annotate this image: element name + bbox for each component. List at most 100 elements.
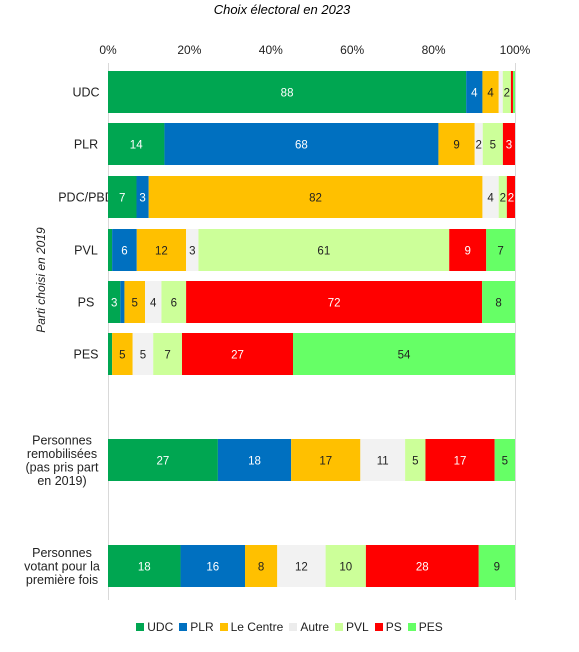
data-label: 88 <box>281 88 294 100</box>
data-label: 9 <box>453 140 459 152</box>
row-label-line: (pas pris part <box>26 460 99 474</box>
legend-item: PLR <box>179 620 214 634</box>
data-label: 6 <box>171 298 177 310</box>
bar-segment <box>498 71 503 113</box>
data-label: 2 <box>500 193 506 205</box>
data-label: 9 <box>465 246 471 258</box>
bar-segment <box>136 176 149 218</box>
data-label: 5 <box>119 350 125 362</box>
bar-segment <box>466 71 483 113</box>
legend-label: UDC <box>147 620 174 634</box>
bar-segment <box>153 333 182 375</box>
bar-segment <box>108 545 181 587</box>
bar-row: PVL 6 12 3 61 9 7 <box>74 229 515 271</box>
bar-segment <box>478 545 515 587</box>
data-label: 9 <box>494 562 500 574</box>
bar-segment <box>112 229 137 271</box>
bar-row: PS 3 5 4 6 72 8 <box>78 281 515 323</box>
data-label: 5 <box>132 298 138 310</box>
data-label: 8 <box>495 298 501 310</box>
data-label: 7 <box>119 193 125 205</box>
legend-label: Autre <box>300 620 329 634</box>
row-label-line: PS <box>78 296 95 310</box>
bar-row: PLR 14 68 9 2 5 3 <box>74 123 515 165</box>
bar-segment <box>245 545 278 587</box>
x-tick-label: 100% <box>500 43 531 57</box>
bar-segment <box>482 281 515 323</box>
data-label: 61 <box>317 246 330 258</box>
row-label-line: Personnes <box>32 546 92 560</box>
data-label: 72 <box>328 298 341 310</box>
bar-segment <box>108 439 218 481</box>
bar-segment <box>494 439 515 481</box>
bar-segment <box>512 71 515 113</box>
data-label: 17 <box>319 456 332 468</box>
row-label-line: remobilisées <box>27 447 97 461</box>
data-label: 12 <box>155 246 168 258</box>
legend-label: Le Centre <box>230 620 284 634</box>
data-label: 7 <box>164 350 170 362</box>
data-label: 17 <box>454 456 467 468</box>
bar-segment <box>161 281 187 323</box>
legend-item: Autre <box>289 620 329 634</box>
data-label: 18 <box>138 562 151 574</box>
data-label: 68 <box>295 140 308 152</box>
bar-segment <box>474 123 483 165</box>
x-tick-label: 60% <box>340 43 364 57</box>
bar-segment <box>277 545 326 587</box>
legend-swatch <box>136 623 145 631</box>
bar-segment <box>217 439 292 481</box>
bar-segment <box>186 281 483 323</box>
bar-segment <box>365 545 479 587</box>
bar-segment <box>482 176 499 218</box>
x-tick-label: 40% <box>259 43 283 57</box>
data-label: 4 <box>471 88 478 100</box>
bar-row: UDC 88 4 4 2 <box>72 71 515 113</box>
data-label: 4 <box>150 298 157 310</box>
bar-segment <box>180 545 246 587</box>
bar-segment <box>136 229 187 271</box>
chart-legend: UDC PLR Le Centre Autre PVL PS PES <box>0 620 579 634</box>
bar-segment <box>108 71 467 113</box>
legend-item: PES <box>407 620 443 634</box>
data-label: 54 <box>398 350 411 362</box>
row-label-line: en 2019) <box>37 474 86 488</box>
bar-segment <box>449 229 487 271</box>
bar-segment <box>360 439 406 481</box>
row-label: Personnes votant pour la première fois <box>24 546 100 587</box>
bar-segment <box>506 176 515 218</box>
bar-row: Personnes remobilisées (pas pris part en 20… <box>26 433 515 488</box>
bar-segment <box>112 333 133 375</box>
data-label: 2 <box>508 193 514 205</box>
bar-segment <box>482 71 499 113</box>
legend-swatch <box>289 623 298 631</box>
bar-segment <box>108 281 121 323</box>
data-label: 10 <box>339 562 352 574</box>
bar-segment <box>198 229 450 271</box>
bar-segment <box>438 123 475 165</box>
data-label: 82 <box>309 193 322 205</box>
row-label: PES <box>73 348 98 362</box>
row-label: Personnes remobilisées (pas pris part en 20… <box>26 433 99 488</box>
data-label: 16 <box>206 562 219 574</box>
bar-segment <box>108 123 165 165</box>
row-label-line: PDC/PBD <box>58 191 114 205</box>
data-label: 28 <box>416 562 429 574</box>
x-tick-label: 80% <box>422 43 446 57</box>
data-label: 4 <box>487 88 494 100</box>
data-label: 4 <box>487 193 494 205</box>
bar-segment <box>502 71 511 113</box>
bar-segment <box>325 545 366 587</box>
data-label: 6 <box>121 246 127 258</box>
bar-segment <box>502 123 515 165</box>
row-label: UDC <box>72 86 99 100</box>
data-label: 3 <box>189 246 195 258</box>
legend-label: PES <box>418 620 443 634</box>
legend-label: PVL <box>346 620 369 634</box>
data-label: 11 <box>377 456 389 468</box>
bar-segment <box>405 439 426 481</box>
data-label: 27 <box>157 456 170 468</box>
row-label: PVL <box>74 244 98 258</box>
row-label-line: Personnes <box>32 433 92 447</box>
data-label: 5 <box>140 350 146 362</box>
